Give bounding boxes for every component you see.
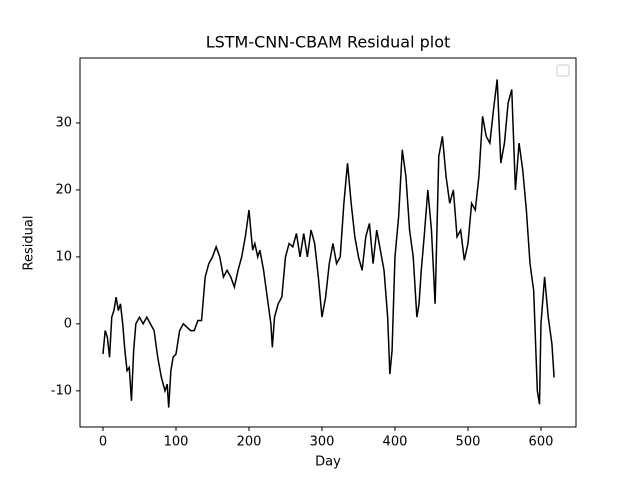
y-axis-label: Residual xyxy=(22,216,37,271)
x-axis-label: Day xyxy=(315,455,341,470)
x-tick-label: 600 xyxy=(529,435,554,450)
y-tick-label: 0 xyxy=(64,316,72,331)
legend-box xyxy=(556,64,570,77)
x-tick-label: 100 xyxy=(164,435,189,450)
x-tick-label: 500 xyxy=(456,435,481,450)
y-tick-label: 30 xyxy=(55,115,72,130)
y-tick-label: 10 xyxy=(55,249,72,264)
chart-title: LSTM-CNN-CBAM Residual plot xyxy=(206,33,451,52)
x-tick-label: 400 xyxy=(383,435,408,450)
x-tick-label: 0 xyxy=(99,435,107,450)
y-tick-label: 20 xyxy=(55,182,72,197)
x-tick-label: 200 xyxy=(237,435,262,450)
plot-frame xyxy=(79,57,577,428)
x-tick-label: 300 xyxy=(310,435,335,450)
y-tick-label: -10 xyxy=(51,383,72,398)
data-line xyxy=(102,79,555,408)
